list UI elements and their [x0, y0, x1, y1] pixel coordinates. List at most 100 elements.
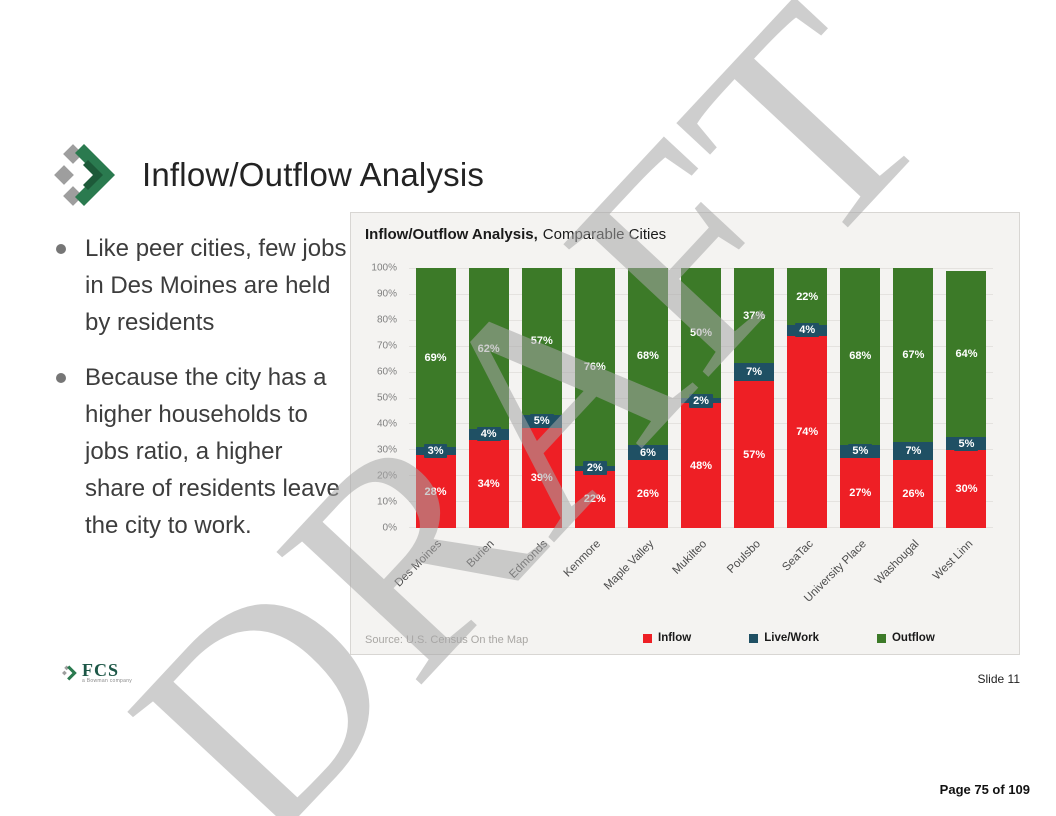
bar-column: 74% 4% 22% SeaTac: [780, 268, 834, 574]
legend-swatch: [643, 633, 652, 643]
stacked-bar: 27% 5% 68%: [840, 268, 881, 528]
bar-segment-inflow: 26%: [893, 460, 934, 528]
footer-logo: FCS a Bowman company: [62, 660, 133, 684]
stacked-bar: 34% 4% 62%: [468, 268, 509, 528]
bar-segment-live-work: 7%: [893, 442, 934, 461]
data-label: 26%: [902, 488, 925, 501]
x-axis-label: Mukilteo: [670, 538, 710, 577]
bar-segment-live-work: 2%: [681, 393, 722, 408]
y-tick-label: 0%: [382, 522, 397, 534]
bullet-list: Like peer cities, few jobs in Des Moines…: [52, 230, 348, 562]
chart-panel: Inflow/Outflow Analysis, Comparable Citie…: [350, 212, 1020, 655]
bullet-item: Because the city has a higher households…: [52, 359, 348, 544]
x-axis-label: Poulsbo: [724, 538, 763, 576]
bar-segment-outflow: 37%: [734, 268, 775, 364]
fcs-logo-text: FCS: [82, 660, 120, 680]
data-label: 64%: [955, 347, 978, 360]
data-label: 37%: [743, 309, 766, 322]
x-axis-label: Des Moines: [392, 538, 445, 590]
data-label: 76%: [583, 360, 606, 373]
bar-segment-outflow: 67%: [893, 268, 934, 443]
stacked-bar: 57% 7% 37%: [734, 268, 775, 528]
data-label: 69%: [424, 351, 447, 364]
data-label: 22%: [796, 290, 819, 303]
bar-segment-inflow: 28%: [415, 455, 456, 528]
legend-label: Live/Work: [764, 632, 819, 644]
data-label: 4%: [476, 427, 501, 442]
data-label: 7%: [901, 444, 926, 459]
data-label: 57%: [743, 448, 766, 461]
bar-segment-live-work: 5%: [521, 414, 562, 429]
bar-segment-outflow: 69%: [415, 268, 456, 448]
legend-item: Outflow: [876, 632, 935, 644]
y-tick-label: 90%: [376, 288, 397, 300]
bar-column: 34% 4% 62% Burien: [462, 268, 515, 570]
stacked-bar: 26% 7% 67%: [893, 268, 934, 528]
stacked-bar: 22% 2% 76%: [574, 268, 615, 528]
bar-segment-inflow: 26%: [627, 460, 668, 528]
data-label: 50%: [690, 327, 713, 340]
bar-segment-inflow: 30%: [946, 450, 987, 528]
y-tick-label: 50%: [376, 392, 397, 404]
company-logo: [54, 142, 126, 208]
x-axis-label: Kenmore: [561, 538, 604, 580]
y-axis: 100% 90% 80% 70% 60% 50% 40% 30% 20% 10% 0%: [351, 263, 403, 534]
data-label: 22%: [583, 493, 606, 506]
data-label: 48%: [690, 459, 713, 472]
data-label: 26%: [636, 488, 659, 501]
bar-segment-inflow: 48%: [681, 403, 722, 528]
legend-swatch: [876, 633, 886, 643]
bar-column: 30% 5% 64% West Linn: [930, 268, 993, 583]
bar-segment-inflow: 34%: [468, 439, 509, 528]
bar-segment-inflow: 22%: [574, 470, 615, 528]
bar-segment-live-work: 5%: [840, 444, 881, 459]
data-label: 5%: [954, 436, 979, 451]
fcs-logo-icon: [62, 665, 77, 681]
data-label: 74%: [796, 425, 819, 438]
chart-title: Inflow/Outflow Analysis, Comparable Citie…: [365, 226, 666, 243]
stacked-bar: 28% 3% 69%: [415, 268, 456, 528]
data-label: 7%: [742, 365, 767, 380]
y-tick-label: 70%: [376, 340, 397, 352]
bar-column: 39% 5% 57% Edmonds: [507, 268, 568, 581]
legend-item: Inflow: [643, 632, 691, 644]
data-label: 4%: [795, 323, 820, 338]
x-axis-label: Burien: [465, 538, 498, 570]
x-axis-label: Edmonds: [507, 538, 551, 581]
data-label: 28%: [424, 485, 447, 498]
bar-segment-live-work: 4%: [787, 323, 828, 338]
data-label: 39%: [530, 471, 553, 484]
data-label: 2%: [582, 461, 607, 476]
bar-segment-outflow: 22%: [787, 268, 828, 326]
bar-segment-outflow: 62%: [468, 268, 509, 430]
bar-segment-outflow: 68%: [627, 268, 668, 445]
stacked-bar: 74% 4% 22%: [787, 268, 828, 528]
data-label: 3%: [423, 444, 448, 459]
bar-segment-outflow: 50%: [681, 268, 722, 399]
page-number: Page 75 of 109: [939, 782, 1030, 797]
stacked-bar: 26% 6% 68%: [627, 268, 668, 528]
chart-title-main: Inflow/Outflow Analysis,: [365, 226, 538, 243]
data-label: 62%: [477, 342, 500, 355]
fcs-logo-tagline: a Bowman company: [82, 678, 133, 684]
bar-segment-inflow: 39%: [521, 427, 562, 528]
bar-segment-outflow: 57%: [521, 268, 562, 415]
data-label: 30%: [955, 483, 978, 495]
bar-segment-outflow: 76%: [574, 268, 615, 466]
bar-segment-inflow: 74%: [787, 335, 828, 528]
bar-column: 48% 2% 50% Mukilteo: [671, 268, 727, 577]
legend-label: Outflow: [891, 632, 935, 644]
bar-segment-live-work: 3%: [415, 444, 456, 459]
bar-column: 26% 7% 67% Washougal: [873, 268, 940, 587]
y-tick-label: 100%: [371, 262, 397, 274]
bar-column: 27% 5% 68% University Place: [802, 268, 887, 605]
y-tick-label: 80%: [376, 314, 397, 326]
bar-segment-live-work: 4%: [468, 427, 509, 442]
data-label: 5%: [529, 414, 554, 429]
data-label: 57%: [530, 335, 553, 348]
bar-segment-inflow: 57%: [734, 381, 775, 528]
data-label: 67%: [902, 349, 925, 362]
legend-label: Inflow: [658, 632, 692, 644]
bar-column: 22% 2% 76% Kenmore: [562, 268, 621, 579]
